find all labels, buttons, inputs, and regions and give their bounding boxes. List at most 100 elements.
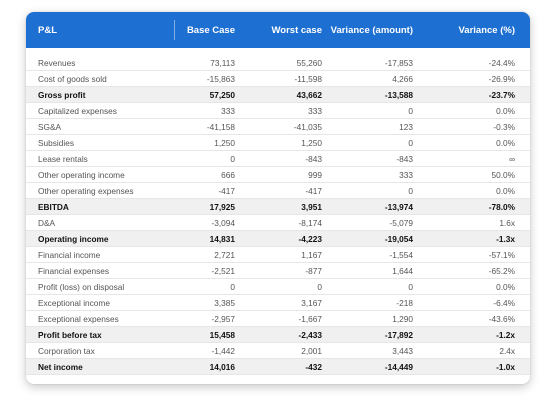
row-label: Gross profit [38, 90, 86, 100]
cell-base-case: 0 [230, 154, 235, 164]
pnl-table-card: P&L Base Case Worst case Variance (amoun… [26, 12, 530, 384]
cell-worst-case: -877 [305, 266, 322, 276]
cell-variance-pct: -24.4% [488, 58, 515, 68]
row-label: EBITDA [38, 202, 69, 212]
row-label: Financial expenses [38, 266, 110, 276]
cell-worst-case: -1,667 [298, 314, 322, 324]
cell-base-case: 14,831 [209, 234, 235, 244]
header-base-case: Base Case [186, 25, 235, 36]
row-label: Financial income [38, 250, 101, 260]
row-label: Revenues [38, 58, 76, 68]
table-row: Profit (loss) on disposal 0 0 0 0.0% [26, 279, 530, 295]
cell-worst-case: 43,662 [296, 90, 322, 100]
table-row: Financial expenses -2,521 -877 1,644 -65.2% [26, 263, 530, 279]
cell-worst-case: -4,223 [298, 234, 322, 244]
cell-variance-pct: -1.3x [496, 234, 515, 244]
table-row: Exceptional expenses -2,957 -1,667 1,290 -43… [26, 311, 530, 327]
header-pnl: P&L [38, 25, 57, 36]
cell-variance-amount: 333 [399, 170, 413, 180]
cell-worst-case: -843 [305, 154, 322, 164]
cell-worst-case: -8,174 [298, 218, 322, 228]
table-row: Cost of goods sold -15,863 -11,598 4,266 -26… [26, 71, 530, 87]
cell-base-case: 57,250 [209, 90, 235, 100]
cell-worst-case: 333 [308, 106, 322, 116]
cell-base-case: 14,016 [209, 362, 235, 372]
table-row: EBITDA 17,925 3,951 -13,974 -78.0% [26, 199, 530, 215]
cell-base-case: -3,094 [211, 218, 235, 228]
row-label: Operating income [38, 234, 109, 244]
row-label: Subsidies [38, 138, 74, 148]
cell-worst-case: -417 [305, 186, 322, 196]
cell-variance-pct: 0.0% [496, 282, 515, 292]
cell-variance-pct: -1.0x [496, 362, 515, 372]
cell-variance-pct: 2.4x [499, 346, 515, 356]
cell-worst-case: -432 [305, 362, 322, 372]
cell-variance-amount: 0 [408, 138, 413, 148]
cell-variance-pct: -26.9% [488, 74, 515, 84]
cell-worst-case: -2,433 [298, 330, 322, 340]
cell-variance-pct: 0.0% [496, 106, 515, 116]
cell-base-case: 73,113 [210, 58, 235, 68]
table-header: P&L Base Case Worst case Variance (amoun… [26, 12, 530, 48]
row-label: Profit (loss) on disposal [38, 282, 125, 292]
cell-variance-amount: -13,588 [384, 90, 413, 100]
table-row: Revenues 73,113 55,260 -17,853 -24.4% [26, 55, 530, 71]
cell-variance-amount: -843 [396, 154, 413, 164]
cell-worst-case: -41,035 [293, 122, 322, 132]
cell-worst-case: 3,167 [301, 298, 322, 308]
row-label: Lease rentals [38, 154, 88, 164]
table-row: Capitalized expenses 333 333 0 0.0% [26, 103, 530, 119]
table-row: Operating income 14,831 -4,223 -19,054 -1.3x [26, 231, 530, 247]
cell-variance-pct: 0.0% [496, 138, 515, 148]
row-label: Other operating income [38, 170, 125, 180]
table-row: Lease rentals 0 -843 -843 ∞ [26, 151, 530, 167]
cell-base-case: -15,863 [206, 74, 235, 84]
row-label: D&A [38, 218, 56, 228]
cell-worst-case: -11,598 [294, 74, 322, 84]
table-row: Other operating income 666 999 333 50.0% [26, 167, 530, 183]
cell-variance-pct: 1.6x [499, 218, 515, 228]
table-row: SG&A -41,158 -41,035 123 -0.3% [26, 119, 530, 135]
cell-variance-pct: ∞ [509, 154, 515, 164]
cell-base-case: 1,250 [214, 138, 235, 148]
cell-base-case: 17,925 [209, 202, 235, 212]
table-body: Revenues 73,113 55,260 -17,853 -24.4% Cost of… [26, 55, 530, 375]
cell-variance-pct: -65.2% [488, 266, 515, 276]
row-label: Other operating expenses [38, 186, 134, 196]
header-worst-case: Worst case [271, 25, 322, 36]
table-row: D&A -3,094 -8,174 -5,079 1.6x [26, 215, 530, 231]
cell-variance-amount: -17,853 [384, 58, 413, 68]
cell-base-case: -417 [218, 186, 235, 196]
header-variance-pct: Variance (%) [458, 25, 516, 36]
header-divider [174, 20, 175, 40]
table-row: Financial income 2,721 1,167 -1,554 -57.1% [26, 247, 530, 263]
row-label: Net income [38, 362, 83, 372]
table-row: Profit before tax 15,458 -2,433 -17,892 -1.2… [26, 327, 530, 343]
cell-variance-amount: -17,892 [384, 330, 413, 340]
row-label: Capitalized expenses [38, 106, 117, 116]
cell-base-case: -2,957 [211, 314, 235, 324]
cell-variance-amount: 123 [399, 122, 413, 132]
cell-variance-pct: -1.2x [496, 330, 515, 340]
cell-base-case: 0 [230, 282, 235, 292]
cell-variance-pct: -23.7% [488, 90, 515, 100]
cell-variance-amount: 0 [408, 106, 413, 116]
cell-base-case: 15,458 [209, 330, 235, 340]
table-row: Exceptional income 3,385 3,167 -218 -6.4% [26, 295, 530, 311]
cell-variance-amount: 3,443 [392, 346, 413, 356]
cell-variance-amount: -218 [396, 298, 413, 308]
cell-base-case: -1,442 [211, 346, 235, 356]
cell-base-case: 333 [221, 106, 235, 116]
cell-variance-amount: -1,554 [389, 250, 413, 260]
table-row: Subsidies 1,250 1,250 0 0.0% [26, 135, 530, 151]
cell-base-case: -41,158 [206, 122, 235, 132]
cell-base-case: 3,385 [214, 298, 235, 308]
cell-variance-amount: 4,266 [392, 74, 413, 84]
cell-variance-pct: -78.0% [488, 202, 515, 212]
cell-base-case: 666 [221, 170, 235, 180]
row-label: Exceptional expenses [38, 314, 119, 324]
cell-base-case: -2,521 [211, 266, 235, 276]
cell-variance-amount: 0 [408, 282, 413, 292]
cell-worst-case: 999 [308, 170, 322, 180]
cell-worst-case: 1,250 [301, 138, 322, 148]
